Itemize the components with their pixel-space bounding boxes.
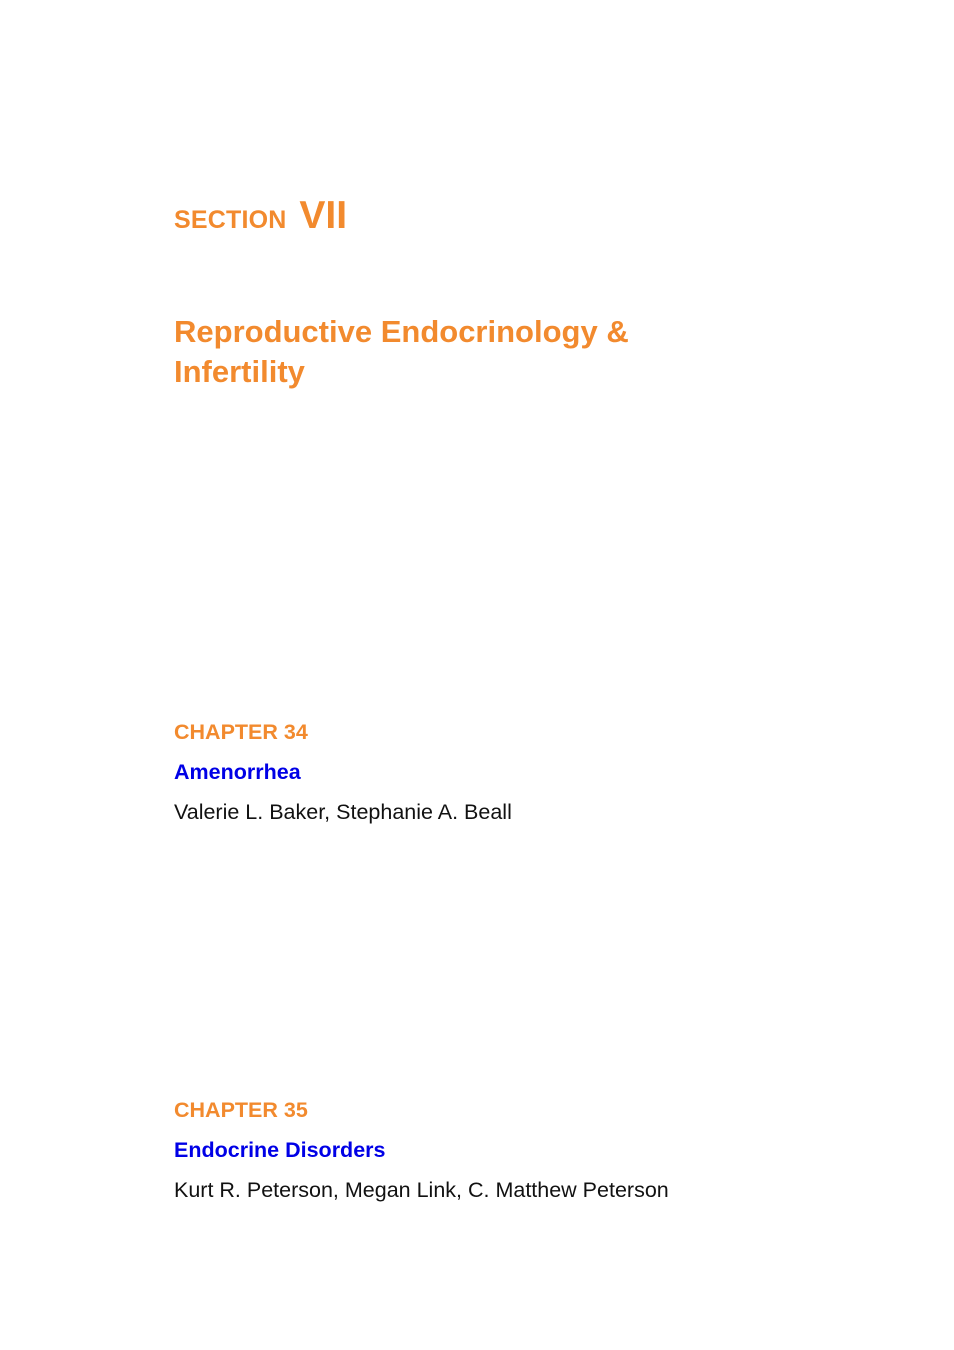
chapter-title-link[interactable]: Endocrine Disorders (174, 1138, 386, 1162)
chapter-title-link[interactable]: Amenorrhea (174, 760, 301, 784)
chapter-number: CHAPTER 34 (174, 720, 308, 744)
chapter-entry-35: CHAPTER 35 Endocrine Disorders Kurt R. P… (174, 1096, 874, 1204)
chapter-authors: Valerie L. Baker, Stephanie A. Beall (174, 800, 512, 824)
chapter-entry-34: CHAPTER 34 Amenorrhea Valerie L. Baker, … (174, 718, 874, 826)
section-heading: SECTION VII (174, 196, 347, 235)
chapter-number: CHAPTER 35 (174, 1098, 308, 1122)
section-title-line-2: Infertility (174, 354, 305, 389)
section-title: Reproductive Endocrinology & Infertility (174, 312, 794, 392)
section-numeral: VII (299, 194, 348, 237)
chapter-authors: Kurt R. Peterson, Megan Link, C. Matthew… (174, 1178, 669, 1202)
section-label: SECTION (174, 206, 287, 234)
section-title-line-1: Reproductive Endocrinology & (174, 314, 629, 349)
